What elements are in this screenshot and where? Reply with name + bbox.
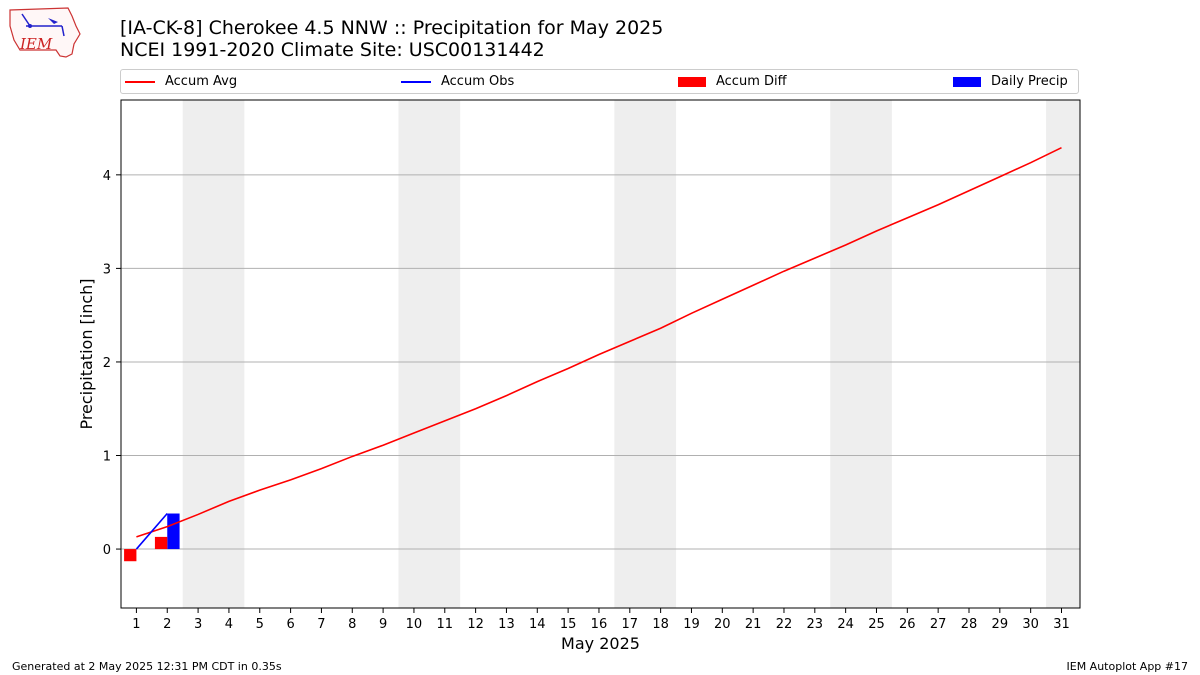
chart-subtitle: NCEI 1991-2020 Climate Site: USC00131442: [120, 39, 545, 61]
x-tick-label-4: 4: [225, 617, 233, 632]
weekend-band-0: [182, 100, 245, 608]
weekend-band-4: [1046, 100, 1080, 608]
legend-item-daily-precip: Daily Precip: [953, 70, 1068, 93]
y-tick-label-0: 0: [103, 543, 111, 558]
x-tick-label-27: 27: [930, 617, 947, 632]
iowa-outline-shape: [9, 7, 81, 58]
x-tick-label-24: 24: [837, 617, 854, 632]
legend-swatch-accum-avg: [125, 80, 155, 83]
x-tick-label-12: 12: [467, 617, 484, 632]
x-tick-label-2: 2: [163, 617, 171, 632]
x-tick-label-8: 8: [348, 617, 356, 632]
x-tick-label-31: 31: [1053, 617, 1070, 632]
x-tick-label-30: 30: [1022, 617, 1039, 632]
x-tick-label-6: 6: [286, 617, 294, 632]
legend-label-daily-precip: Daily Precip: [991, 74, 1068, 89]
x-tick-label-10: 10: [406, 617, 423, 632]
legend-swatch-accum-diff: [678, 76, 706, 87]
x-tick-label-7: 7: [317, 617, 325, 632]
x-tick-label-16: 16: [591, 617, 608, 632]
accum-diff-bar-day-2: [154, 536, 168, 550]
chart-title: [IA-CK-8] Cherokee 4.5 NNW :: Precipitat…: [120, 17, 664, 39]
y-tick-label-4: 4: [103, 169, 111, 184]
legend-label-accum-diff: Accum Diff: [716, 74, 787, 89]
weekend-band-1: [398, 100, 461, 608]
app-footer: IEM Autoplot App #17: [1066, 660, 1189, 673]
x-tick-label-15: 15: [560, 617, 577, 632]
y-tick-label-3: 3: [103, 262, 111, 277]
y-tick-label-2: 2: [103, 356, 111, 371]
x-tick-label-22: 22: [776, 617, 793, 632]
iem-logo: IEM: [9, 7, 81, 58]
legend-label-accum-avg: Accum Avg: [165, 74, 238, 89]
plot-frame: [120, 99, 1081, 609]
x-tick-label-19: 19: [683, 617, 700, 632]
accum-obs-line: [135, 512, 168, 550]
x-axis-label: May 2025: [561, 634, 640, 653]
accum-diff-bar-day-1: [124, 549, 137, 562]
daily-precip-bar-day-2: [167, 513, 180, 550]
x-tick-label-21: 21: [745, 617, 762, 632]
x-tick-label-9: 9: [379, 617, 387, 632]
x-tick-label-25: 25: [868, 617, 885, 632]
legend-item-accum-diff: Accum Diff: [678, 70, 787, 93]
x-tick-label-26: 26: [899, 617, 916, 632]
x-tick-label-3: 3: [194, 617, 202, 632]
x-tick-label-1: 1: [132, 617, 140, 632]
weekend-band-2: [614, 100, 677, 608]
x-tick-label-13: 13: [498, 617, 515, 632]
x-tick-label-20: 20: [714, 617, 731, 632]
chart-legend: Accum Avg Accum Obs Accum Diff Daily Pre…: [120, 69, 1079, 94]
x-tick-label-11: 11: [437, 617, 454, 632]
weather-vane-icon: [21, 13, 31, 27]
accum-avg-line: [136, 146, 1062, 538]
x-tick-label-18: 18: [652, 617, 669, 632]
legend-item-accum-avg: Accum Avg: [125, 70, 237, 93]
y-axis-label: Precipitation [inch]: [77, 278, 96, 429]
weekend-band-3: [830, 100, 892, 608]
x-tick-label-29: 29: [992, 617, 1009, 632]
y-tick-label-1: 1: [103, 450, 111, 465]
x-tick-label-23: 23: [807, 617, 824, 632]
legend-swatch-accum-obs: [401, 80, 431, 83]
x-tick-label-5: 5: [256, 617, 264, 632]
logo-text: IEM: [19, 35, 53, 53]
legend-label-accum-obs: Accum Obs: [441, 74, 515, 89]
x-tick-label-28: 28: [961, 617, 978, 632]
legend-swatch-daily-precip: [953, 76, 981, 87]
x-tick-label-14: 14: [529, 617, 546, 632]
generated-footer: Generated at 2 May 2025 12:31 PM CDT in …: [12, 660, 282, 673]
x-tick-label-17: 17: [622, 617, 639, 632]
legend-item-accum-obs: Accum Obs: [401, 70, 514, 93]
